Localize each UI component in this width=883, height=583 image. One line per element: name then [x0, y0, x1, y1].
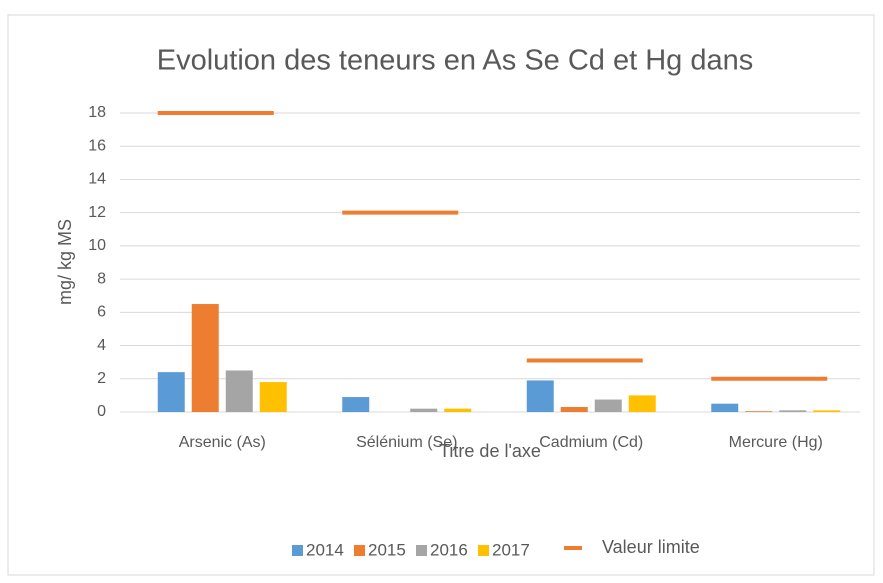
- y-tick-label: 0: [97, 403, 106, 420]
- legend-label: 2016: [430, 540, 468, 559]
- bar: [410, 408, 438, 412]
- bar: [560, 407, 588, 412]
- y-tick-label: 4: [97, 337, 106, 354]
- bar: [711, 403, 739, 412]
- bar: [191, 304, 219, 412]
- x-tick-label: Mercure (Hg): [729, 434, 823, 451]
- legend-label: 2014: [306, 540, 344, 559]
- legend-swatch: [292, 545, 303, 556]
- bar: [628, 395, 656, 412]
- legend-label: 2015: [368, 540, 406, 559]
- bar: [526, 380, 554, 412]
- bar: [157, 372, 185, 412]
- y-tick-label: 8: [97, 270, 106, 287]
- bar: [745, 411, 773, 412]
- y-tick-label: 14: [88, 171, 106, 188]
- bar: [225, 370, 253, 412]
- x-tick-label: Sélénium (Se): [356, 434, 457, 451]
- y-tick-label: 6: [97, 304, 106, 321]
- x-tick-label: Cadmium (Cd): [539, 434, 643, 451]
- legend-swatch: [478, 545, 489, 556]
- y-tick-label: 2: [97, 370, 106, 387]
- bar: [779, 410, 807, 412]
- legend-swatch: [354, 545, 365, 556]
- bar: [594, 399, 622, 412]
- chart-frame: [7, 14, 875, 576]
- bar: [259, 382, 287, 412]
- y-tick-label: 10: [88, 237, 106, 254]
- x-axis-title: Titre de l'axe: [439, 441, 541, 461]
- bar: [813, 410, 841, 412]
- y-tick-label: 18: [88, 104, 106, 121]
- y-tick-label: 12: [88, 204, 106, 221]
- y-tick-label: 16: [88, 137, 106, 154]
- bar: [342, 397, 370, 412]
- chart-title: Evolution des teneurs en As Se Cd et Hg …: [157, 45, 753, 77]
- legend-label: 2017: [492, 540, 530, 559]
- legend-swatch: [416, 545, 427, 556]
- x-tick-label: Arsenic (As): [179, 434, 266, 451]
- legend-label: Valeur limite: [602, 537, 700, 557]
- bar: [444, 408, 472, 412]
- y-axis-title: mg/ kg MS: [55, 219, 75, 305]
